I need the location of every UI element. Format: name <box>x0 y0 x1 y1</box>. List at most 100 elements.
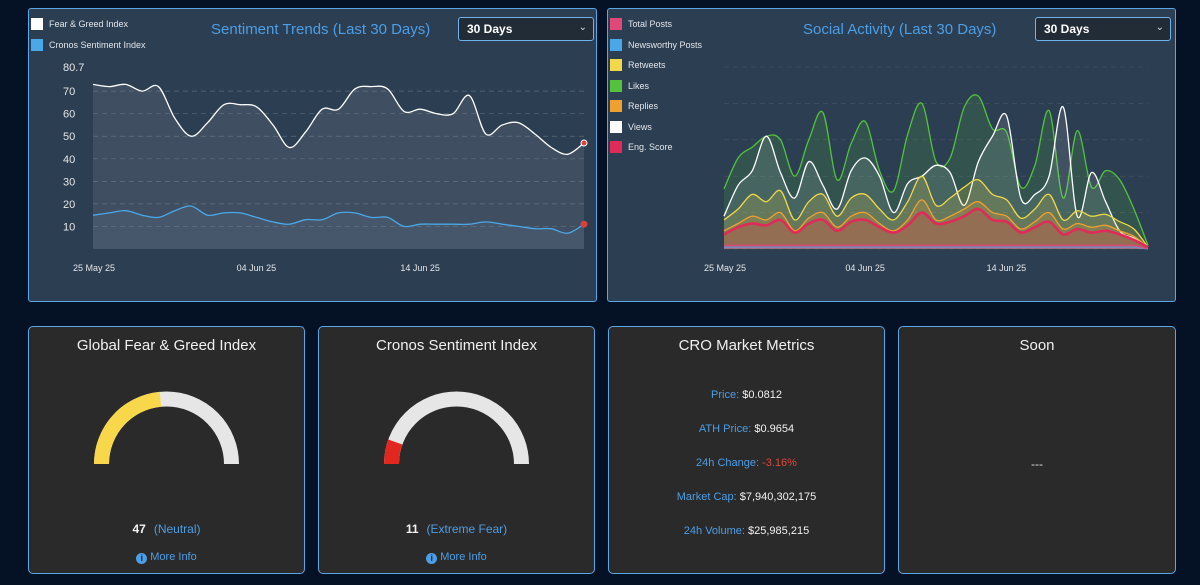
gauge-value: 47 <box>132 522 146 536</box>
legend-swatch <box>610 79 622 92</box>
metric-24h-volume: 24h Volume: $25,985,215 <box>609 525 884 537</box>
sentiment-range-select[interactable]: 30 Days ⌄ <box>458 17 594 41</box>
market-metrics-card: CRO Market Metrics Price: $0.0812 ATH Pr… <box>608 326 885 574</box>
legend-label: Total Posts <box>628 19 673 30</box>
legend-swatch <box>610 141 622 154</box>
social-range-select[interactable]: 30 Days ⌄ <box>1035 17 1171 41</box>
select-value: 30 Days <box>1044 22 1090 36</box>
chevron-down-icon: ⌄ <box>1155 22 1164 33</box>
y-tick-label: 10 <box>63 221 75 233</box>
series-area <box>724 176 1148 249</box>
legend-label: Replies <box>628 101 659 112</box>
legend-swatch <box>610 38 622 51</box>
card-title: Cronos Sentiment Index <box>376 337 537 354</box>
metric-label: Price: <box>711 389 740 401</box>
series-line <box>723 199 1149 248</box>
series-line <box>723 175 1149 248</box>
social-area-chart: 25 May 25 04 Jun 25 14 Jun 25 <box>704 66 1149 273</box>
x-tick-label: 14 Jun 25 <box>400 263 440 273</box>
metric-24h-change: 24h Change: -3.16% <box>609 457 884 469</box>
legend-label: Views <box>628 121 652 132</box>
metric-label: 24h Change: <box>696 457 760 469</box>
series-line <box>723 106 1149 248</box>
metric-label: ATH Price: <box>698 423 752 435</box>
legend-item[interactable]: Cronos Sentiment Index <box>31 35 146 56</box>
social-legend: Total Posts Newsworthy Posts Retweets Li… <box>610 14 702 158</box>
metric-ath-price: ATH Price: $0.9654 <box>609 423 884 435</box>
x-tick-label: 04 Jun 25 <box>845 263 885 273</box>
series-area <box>724 106 1148 250</box>
gauge-readout: 47 (Neutral) <box>29 522 304 536</box>
legend-swatch <box>610 59 622 72</box>
legend-item[interactable]: Fear & Greed Index <box>31 14 146 35</box>
x-tick-label: 04 Jun 25 <box>237 263 277 273</box>
legend-label: Eng. Score <box>628 142 673 153</box>
x-tick-label: 14 Jun 25 <box>987 263 1027 273</box>
gauge-value: 11 <box>405 522 419 536</box>
legend-label: Retweets <box>628 60 666 71</box>
sentiment-legend: Fear & Greed Index Cronos Sentiment Inde… <box>31 14 146 55</box>
legend-label: Likes <box>628 80 650 91</box>
more-info-link[interactable]: i More Info <box>29 551 304 564</box>
card-title: Soon <box>1019 337 1055 354</box>
more-info-link[interactable]: i More Info <box>319 551 594 564</box>
last-point-marker[interactable] <box>580 139 588 147</box>
gauge-readout: 11 (Extreme Fear) <box>319 522 594 536</box>
select-value: 30 Days <box>467 22 513 36</box>
metric-market-cap: Market Cap: $7,940,302,175 <box>609 491 884 503</box>
legend-swatch <box>31 18 43 31</box>
placeholder-text: --- <box>1031 457 1043 471</box>
legend-swatch <box>610 18 622 31</box>
legend-item[interactable]: Views <box>610 117 702 138</box>
series-area <box>724 208 1148 249</box>
legend-item[interactable]: Retweets <box>610 55 702 76</box>
chevron-down-icon: ⌄ <box>578 22 587 33</box>
y-tick-label: 20 <box>63 199 75 211</box>
y-tick-label: 70 <box>63 86 75 98</box>
series-line <box>723 246 1149 250</box>
legend-label: Newsworthy Posts <box>628 39 703 50</box>
legend-item[interactable]: Total Posts <box>610 14 702 35</box>
x-tick-label: 25 May 25 <box>704 263 746 273</box>
more-info-label: More Info <box>440 551 487 563</box>
gauge-fill <box>94 391 162 465</box>
gauge-fill <box>384 439 403 465</box>
sentiment-chart-title: Sentiment Trends (Last 30 Days) <box>211 21 431 38</box>
gauge-label: (Extreme Fear) <box>426 522 508 536</box>
legend-swatch <box>31 38 43 51</box>
info-icon: i <box>426 553 438 564</box>
soon-card: Soon --- <box>898 326 1176 574</box>
series-line <box>92 205 585 234</box>
series-area <box>93 84 584 249</box>
series-line <box>723 94 1149 246</box>
info-icon: i <box>136 553 148 564</box>
series-area <box>724 245 1148 249</box>
series-line <box>723 244 1149 250</box>
series-area <box>93 206 584 249</box>
sentiment-chart-panel: Fear & Greed Index Cronos Sentiment Inde… <box>28 8 597 302</box>
legend-item[interactable]: Replies <box>610 96 702 117</box>
legend-item[interactable]: Likes <box>610 76 702 97</box>
x-tick-label: 25 May 25 <box>73 263 115 273</box>
legend-swatch <box>610 100 622 113</box>
legend-item[interactable]: Newsworthy Posts <box>610 35 702 56</box>
legend-label: Fear & Greed Index <box>49 19 129 30</box>
legend-item[interactable]: Eng. Score <box>610 137 702 158</box>
metric-price: Price: $0.0812 <box>609 389 884 401</box>
y-tick-label: 30 <box>63 176 75 188</box>
last-point-marker[interactable] <box>580 220 588 228</box>
sentiment-line-chart: 80.7 70 60 50 40 30 20 10 25 May 25 04 Jun 25 14 J… <box>63 62 588 273</box>
metric-label: 24h Volume: <box>683 525 745 537</box>
series-line <box>92 83 585 155</box>
metric-value: $0.9654 <box>754 423 795 435</box>
cronos-sentiment-card: Cronos Sentiment Index 11 (Extreme Fear) … <box>318 326 595 574</box>
y-tick-label: 40 <box>63 154 75 166</box>
legend-label: Cronos Sentiment Index <box>49 39 146 50</box>
more-info-label: More Info <box>150 551 197 563</box>
card-title: Global Fear & Greed Index <box>76 337 257 354</box>
series-line <box>723 207 1149 249</box>
metric-value: $7,940,302,175 <box>739 491 817 503</box>
metric-value: $25,985,215 <box>748 525 810 537</box>
cronos-sentiment-gauge <box>384 391 529 465</box>
